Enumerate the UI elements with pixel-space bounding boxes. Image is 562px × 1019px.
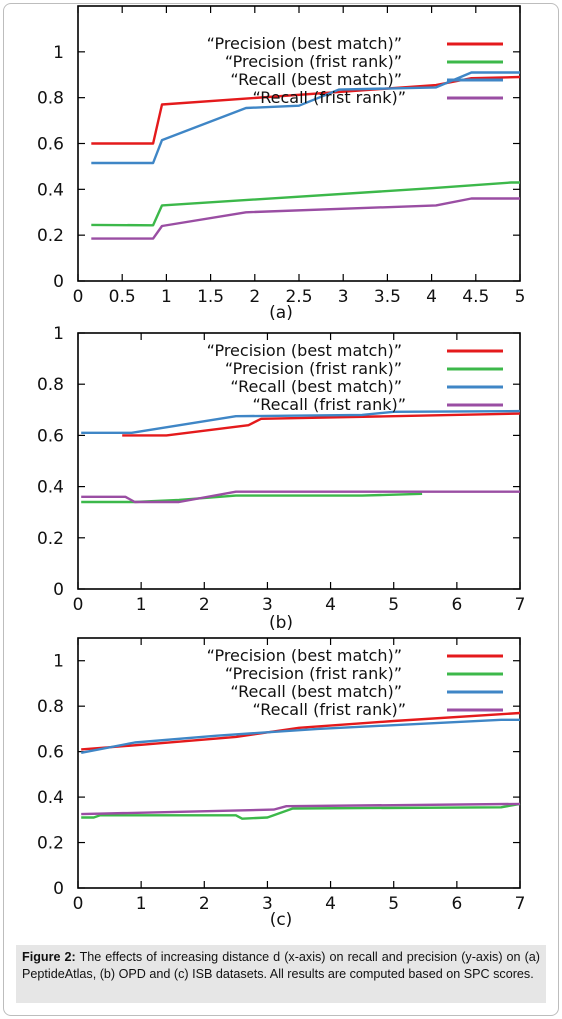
legend-label: “Precision (frist rank)”	[225, 664, 402, 683]
figure-frame	[3, 3, 559, 1016]
x-tick-label: 4	[325, 894, 336, 914]
x-tick-label: 4	[426, 287, 437, 307]
series-line-1	[122, 412, 521, 437]
series-line-4	[81, 490, 520, 504]
series-line-3	[80, 718, 520, 754]
x-tick-label: 2.5	[285, 287, 312, 307]
legend-label: “Recall (best match)”	[230, 70, 402, 89]
legend-label: “Precision (frist rank)”	[225, 52, 402, 71]
panel-label: (c)	[270, 910, 293, 930]
x-tick-label: 5	[388, 595, 399, 615]
y-tick-label: 0.2	[37, 529, 64, 549]
legend-label: “Precision (best match)”	[207, 646, 402, 665]
y-tick-label: 0.6	[37, 135, 64, 155]
x-tick-label: 0.5	[109, 287, 136, 307]
x-tick-label: 7	[515, 894, 526, 914]
x-tick-label: 1	[136, 595, 147, 615]
y-tick-label: 0.4	[37, 180, 64, 200]
y-tick-label: 0	[53, 272, 64, 292]
figure-2-charts: 0 0.5 1 1.5 2 2.5 3 3.5 4 4.5 5 0 0.2 0.4 0.6 0.8 1 “Prec…	[37, 5, 526, 930]
series-line-2	[81, 802, 521, 820]
x-tick-label: 1	[136, 894, 147, 914]
chart-panel-b: 0 1 2 3 4 5 6 7 0 0.2 0.4 0.6 0.8 1 “Precision (best m…	[37, 324, 525, 633]
legend-label: “Recall (frist rank)”	[252, 88, 406, 107]
x-tick-label: 5	[388, 894, 399, 914]
x-tick-label: 3	[262, 595, 273, 615]
panel-label: (a)	[269, 303, 293, 323]
y-tick-label: 0.4	[37, 478, 64, 498]
series-line-4	[81, 802, 521, 816]
x-tick-label: 0	[73, 595, 84, 615]
y-tick-label: 0.6	[37, 426, 64, 446]
y-tick-label: 0.2	[37, 226, 64, 246]
x-tick-label: 7	[515, 595, 526, 615]
x-tick-label: 2	[199, 894, 210, 914]
x-tick-label: 2	[199, 595, 210, 615]
x-tick-label: 0	[73, 894, 84, 914]
x-tick-label: 3.5	[374, 287, 401, 307]
y-tick-label: 0	[53, 879, 64, 899]
x-tick-label: 3	[338, 287, 349, 307]
x-tick-label: 6	[451, 595, 462, 615]
plot-frame	[77, 637, 521, 889]
y-tick-label: 0.2	[37, 834, 64, 854]
series-line-1	[91, 75, 521, 145]
x-tick-label: 1	[161, 287, 172, 307]
series-line-2	[91, 181, 520, 227]
x-tick-label: 1.5	[197, 287, 224, 307]
x-tick-label: 2	[249, 287, 260, 307]
y-tick-label: 0	[53, 580, 64, 600]
series-line-3	[91, 71, 520, 165]
legend-label: “Precision (frist rank)”	[225, 359, 402, 378]
x-tick-label: 4.5	[462, 287, 489, 307]
x-tick-label: 5	[515, 287, 526, 307]
series-line-3	[81, 409, 521, 434]
y-tick-label: 0.8	[37, 697, 64, 717]
legend-label: “Precision (best match)”	[207, 34, 402, 53]
series-line-4	[91, 197, 520, 240]
chart-panel-c: 0 1 2 3 4 5 6 7 0 0.2 0.4 0.6 0.8 1 “Precision (best m…	[37, 637, 526, 930]
caption-label: Figure 2:	[22, 950, 76, 964]
panel-label: (b)	[269, 613, 293, 633]
legend-label: “Recall (frist rank)”	[252, 700, 406, 719]
x-tick-label: 0	[73, 287, 84, 307]
y-tick-label: 0.8	[37, 89, 64, 109]
x-tick-label: 6	[451, 894, 462, 914]
y-tick-label: 0.8	[37, 375, 64, 395]
y-tick-label: 1	[53, 43, 64, 63]
caption-text: The effects of increasing distance d (x-…	[22, 950, 540, 981]
y-tick-label: 1	[53, 652, 64, 672]
figure-caption: Figure 2: The effects of increasing dist…	[16, 945, 546, 1003]
legend-label: “Recall (frist rank)”	[252, 395, 406, 414]
legend-label: “Precision (best match)”	[207, 341, 402, 360]
y-tick-label: 1	[53, 324, 64, 344]
plot-frame	[77, 332, 521, 590]
legend-label: “Recall (best match)”	[230, 377, 402, 396]
y-tick-label: 0.6	[37, 743, 64, 763]
chart-panel-a: 0 0.5 1 1.5 2 2.5 3 3.5 4 4.5 5 0 0.2 0.4 0.6 0.8 1 “Prec…	[37, 5, 526, 323]
x-tick-label: 4	[325, 595, 336, 615]
legend-label: “Recall (best match)”	[230, 682, 402, 701]
x-tick-label: 3	[262, 894, 273, 914]
y-tick-label: 0.4	[37, 788, 64, 808]
